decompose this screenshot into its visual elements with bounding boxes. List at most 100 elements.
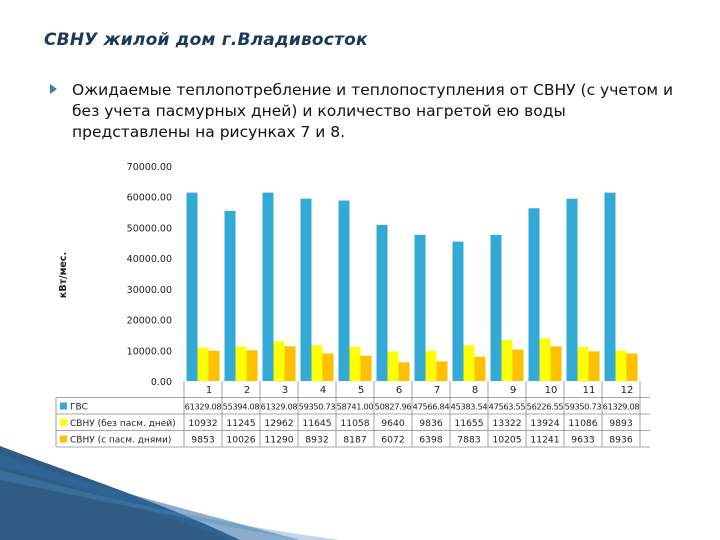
- table-cell: 50827.96: [375, 402, 412, 412]
- table-cell: 45383.54: [451, 402, 488, 412]
- legend-key-3: [60, 435, 67, 443]
- table-cell: 11645: [302, 418, 331, 429]
- table-cell: 9893: [609, 418, 633, 429]
- table-cell: 11241: [530, 435, 559, 446]
- y-tick-label: 10000.00: [127, 346, 172, 357]
- table-cell: 61329.08: [185, 402, 222, 412]
- bar-1-8: [452, 241, 464, 381]
- bar-1-6: [376, 224, 388, 381]
- table-cell: 8932: [305, 435, 328, 446]
- x-category-label: 8: [472, 385, 478, 396]
- bar-3-9: [512, 349, 524, 381]
- table-cell: 55394.08: [223, 402, 260, 412]
- legend-label-3: СВНУ (с пасм. днями): [70, 436, 171, 446]
- x-category-label: 6: [396, 385, 402, 396]
- bar-1-11: [566, 198, 578, 381]
- bar-1-2: [224, 210, 236, 381]
- y-tick-label: 40000.00: [127, 254, 172, 265]
- bar-2-12: [615, 350, 627, 381]
- x-category-label: 2: [244, 385, 250, 396]
- table-cell: 9853: [191, 435, 215, 446]
- bar-2-6: [387, 351, 399, 381]
- bar-2-8: [463, 345, 475, 381]
- bar-2-3: [273, 341, 285, 381]
- bar-3-5: [360, 355, 372, 381]
- y-axis-label: кВт/мес.: [58, 252, 69, 298]
- table-cell: 11086: [568, 418, 597, 429]
- x-category-label: 12: [621, 385, 634, 396]
- legend-key-1: [60, 402, 67, 410]
- bar-1-10: [528, 208, 540, 381]
- bar-2-1: [197, 347, 209, 381]
- table-cell: 11245: [226, 418, 255, 429]
- x-category-label: 4: [320, 385, 326, 396]
- table-cell: 7883: [457, 435, 481, 446]
- y-tick-label: 30000.00: [127, 285, 172, 296]
- x-category-label: 1: [206, 385, 212, 396]
- bar-1-9: [490, 234, 502, 381]
- table-cell: 10026: [226, 435, 255, 446]
- x-category-label: 9: [510, 385, 516, 396]
- bar-2-9: [501, 340, 513, 381]
- table-cell: 61329.08: [603, 402, 640, 412]
- legend-label-1: ГВС: [70, 403, 88, 413]
- bullet-text: Ожидаемые теплопотребление и теплопоступ…: [72, 81, 674, 141]
- bar-3-7: [436, 361, 448, 381]
- table-cell: 11655: [454, 418, 483, 429]
- table-cell: 58741.00: [337, 402, 374, 412]
- bar-3-11: [588, 351, 600, 381]
- bullet-arrow-icon: [50, 84, 57, 94]
- table-cell: 10205: [492, 435, 521, 446]
- bar-2-2: [235, 346, 247, 381]
- bar-1-4: [300, 198, 312, 381]
- table-cell: 11058: [340, 418, 369, 429]
- table-cell: 59350.73: [299, 402, 336, 412]
- table-cell: 6072: [381, 435, 404, 446]
- bar-3-6: [398, 362, 410, 381]
- bar-3-8: [474, 356, 486, 381]
- table-cell: 13322: [492, 418, 521, 429]
- table-cell: 9633: [571, 435, 595, 446]
- table-cell: 61329.08: [261, 402, 298, 412]
- x-category-label: 5: [358, 385, 364, 396]
- bar-3-10: [550, 346, 562, 381]
- bar-2-5: [349, 347, 361, 381]
- bar-2-11: [577, 346, 589, 381]
- bar-3-12: [626, 353, 638, 381]
- x-category-label: 11: [583, 385, 596, 396]
- bar-1-5: [338, 200, 350, 381]
- bar-3-3: [284, 346, 296, 381]
- bar-1-7: [414, 234, 426, 381]
- table-cell: 11290: [264, 435, 293, 446]
- bar-2-7: [425, 350, 437, 381]
- y-tick-label: 20000.00: [127, 316, 172, 327]
- slide-title: СВНУ жилой дом г.Владивосток: [44, 30, 368, 50]
- legend-label-2: СВНУ (без пасм. дней): [70, 419, 176, 429]
- table-cell: 10932: [188, 418, 217, 429]
- table-cell: 47566.84: [413, 402, 450, 412]
- y-tick-label: 70000.00: [127, 162, 172, 173]
- bar-1-12: [604, 192, 616, 381]
- legend-key-2: [60, 419, 67, 426]
- y-tick-label: 0.00: [151, 377, 172, 388]
- x-category-label: 7: [434, 385, 440, 396]
- bar-2-10: [539, 338, 551, 381]
- bar-1-3: [262, 192, 274, 381]
- bar-3-4: [322, 353, 334, 381]
- table-cell: 56226.55: [527, 402, 564, 412]
- decorative-swoosh: [0, 446, 340, 540]
- table-cell: 6398: [419, 435, 443, 446]
- x-category-label: 10: [545, 385, 558, 396]
- table-cell: 13924: [530, 418, 559, 429]
- table-cell: 12962: [264, 418, 293, 429]
- table-cell: 9836: [419, 418, 443, 429]
- y-tick-label: 50000.00: [127, 223, 172, 234]
- bar-2-4: [311, 345, 323, 381]
- table-cell: 59350.73: [565, 402, 602, 412]
- table-cell: 9640: [381, 418, 405, 429]
- y-tick-label: 60000.00: [127, 193, 172, 204]
- table-cell: 8187: [343, 435, 367, 446]
- bar-3-1: [208, 350, 220, 381]
- table-cell: 8936: [609, 435, 633, 446]
